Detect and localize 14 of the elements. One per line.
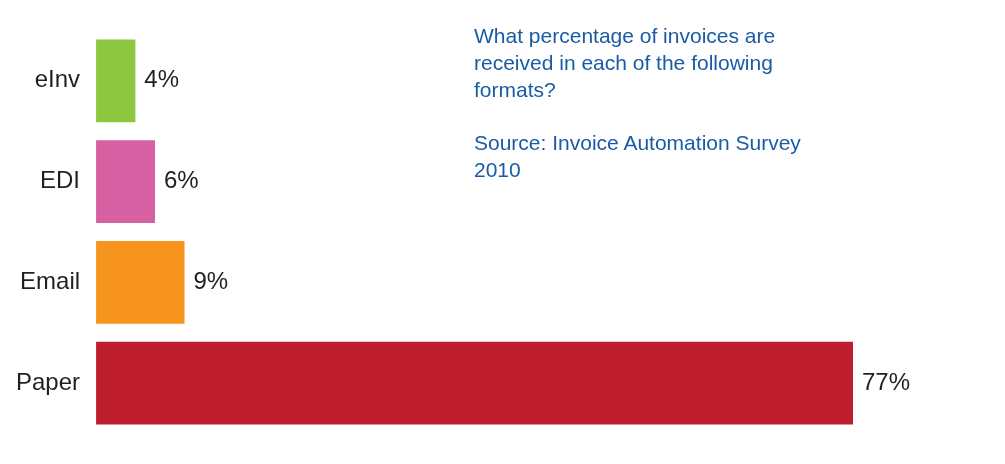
y-tick-label: EDI — [40, 166, 81, 194]
annotation: Source: Invoice Automation Survey 2010 — [474, 130, 802, 183]
bar — [96, 140, 156, 223]
bar — [96, 341, 853, 425]
data-label: 77% — [862, 367, 911, 395]
annotation: What percentage of invoices are received in each of the following formats? — [474, 23, 777, 103]
y-tick-label: eInv — [34, 65, 81, 93]
data-label: 6% — [164, 166, 199, 194]
data-label: 9% — [193, 267, 229, 295]
bar — [96, 241, 185, 324]
bar — [96, 39, 136, 123]
y-tick-label: Paper — [16, 367, 81, 395]
data-label: 4% — [144, 65, 180, 93]
y-tick-label: Email — [20, 267, 81, 295]
